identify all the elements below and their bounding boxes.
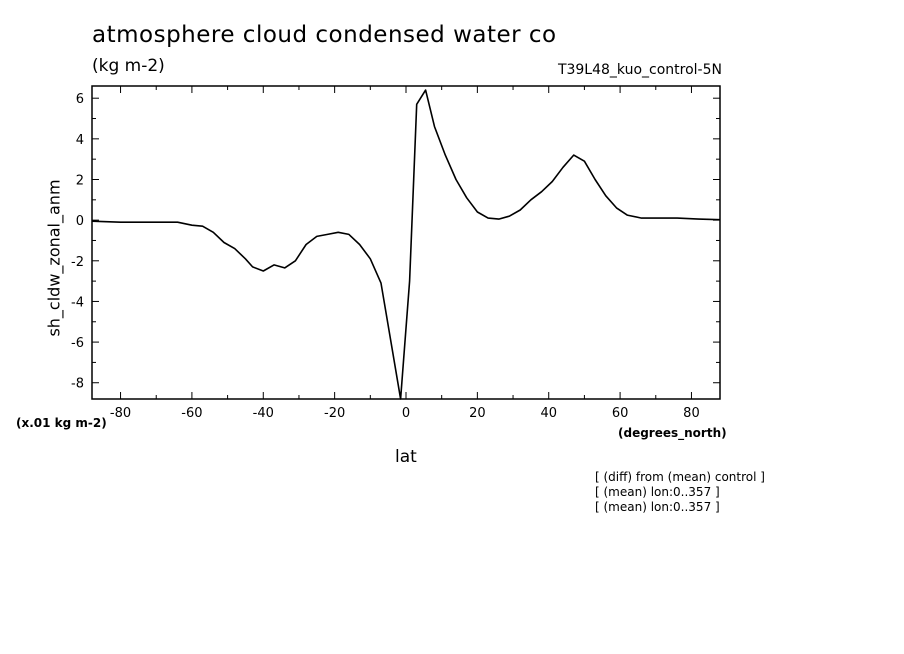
note-line: [ (diff) from (mean) control ] [595, 470, 765, 484]
y-tick-label: 6 [76, 92, 84, 107]
x-tick-label: -80 [110, 406, 131, 421]
chart-title: atmosphere cloud condensed water co [92, 22, 557, 48]
x-units-label: (degrees_north) [618, 426, 727, 440]
y-tick-label: -8 [71, 377, 84, 392]
x-tick-label: -40 [253, 406, 274, 421]
run-label: T39L48_kuo_control-5N [557, 62, 722, 78]
y-tick-label: 2 [76, 173, 84, 188]
ticks [92, 86, 720, 399]
note-line: [ (mean) lon:0..357 ] [595, 500, 720, 514]
series [91, 89, 721, 400]
series-line [91, 89, 721, 400]
chart-units: (kg m-2) [92, 56, 165, 76]
x-tick-label: -60 [181, 406, 202, 421]
y-tick-label: 0 [76, 214, 84, 229]
notes: [ (diff) from (mean) control ] [ (mean) … [595, 470, 765, 515]
y-tick-label: 4 [76, 133, 84, 148]
y-tick-label: -6 [71, 336, 84, 351]
x-tick-label: 20 [469, 406, 486, 421]
axes [91, 85, 721, 400]
x-tick-label: 80 [683, 406, 700, 421]
x-tick-label: 40 [540, 406, 557, 421]
plot-frame [91, 85, 721, 400]
x-axis-label: lat [395, 447, 417, 467]
x-tick-label: -20 [324, 406, 345, 421]
x-tick-label: 60 [612, 406, 629, 421]
note-line: [ (mean) lon:0..357 ] [595, 485, 720, 499]
y-tick-label: -2 [71, 255, 84, 270]
y-tick-label: -4 [71, 295, 84, 310]
y-scale-label: (x.01 kg m-2) [16, 416, 107, 430]
x-tick-label: 0 [402, 406, 410, 421]
